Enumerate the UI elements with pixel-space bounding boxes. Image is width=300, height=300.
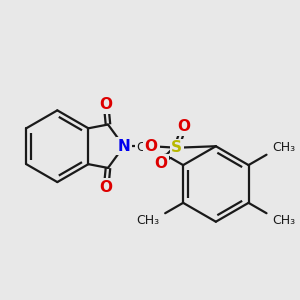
Text: CH₃: CH₃ bbox=[272, 141, 296, 154]
Text: O: O bbox=[100, 180, 112, 195]
Text: S: S bbox=[171, 140, 182, 155]
Text: CH₃: CH₃ bbox=[136, 141, 159, 154]
Text: O: O bbox=[154, 156, 167, 171]
Text: O: O bbox=[145, 139, 158, 154]
Text: O: O bbox=[100, 98, 112, 112]
Text: CH₃: CH₃ bbox=[272, 214, 296, 227]
Text: CH₃: CH₃ bbox=[136, 214, 159, 227]
Text: O: O bbox=[177, 119, 190, 134]
Text: N: N bbox=[118, 139, 130, 154]
